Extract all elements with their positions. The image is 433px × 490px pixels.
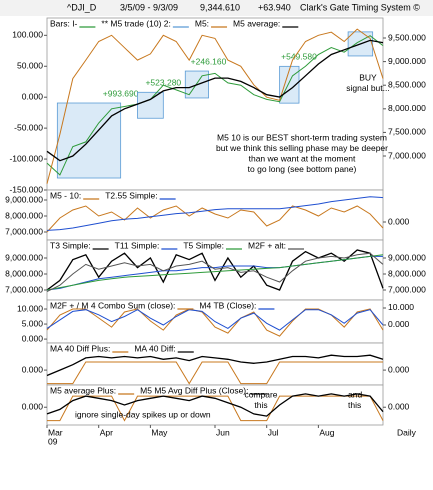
series-line [46, 249, 384, 291]
y2-tick-label: 8,000.000 [388, 103, 426, 113]
y-tick-label: 0.000 [22, 401, 44, 411]
price-change: +63.940 [258, 2, 291, 12]
trade-label: +549.580 [281, 52, 317, 62]
y2-tick-label: 0.000 [388, 216, 410, 226]
x-tick-label: Mar [48, 427, 63, 437]
annotation: signal but... [346, 83, 389, 93]
annotation: this [348, 400, 361, 410]
legend-label: M5 - 10: [50, 190, 81, 200]
annotation: but we think this selling phase may be d… [216, 143, 388, 153]
legend-label: MA 40 Diff: [134, 343, 175, 353]
legend-label: T5 Simple: [183, 240, 224, 250]
system-title: Clark's Gate Timing System © [300, 2, 420, 12]
y-tick-label: 50.000 [17, 61, 43, 71]
y2-tick-label: 8,000.000 [388, 268, 426, 278]
y-tick-label: 9,000.000 [5, 194, 43, 204]
series-line [46, 252, 384, 293]
header-bar [0, 0, 433, 16]
series-line [46, 393, 384, 417]
series-line [46, 28, 384, 184]
annotation: M5 10 is our BEST short-term trading sys… [217, 132, 387, 142]
series-line [46, 205, 384, 233]
series-line [46, 354, 384, 377]
y-tick-label: 0.000 [22, 333, 44, 343]
x-tick-label: Jun [216, 427, 230, 437]
pane-frame [46, 342, 384, 386]
y-tick-label: 8,000.000 [5, 210, 43, 220]
y2-tick-label: 9,500.000 [388, 32, 426, 42]
legend-label: T2.55 Simple: [105, 190, 157, 200]
y-tick-label: -50.000 [14, 122, 43, 132]
y-tick-label: 5.000 [22, 318, 44, 328]
y2-tick-label: 7,000.000 [388, 284, 426, 294]
x-tick-label: May [151, 427, 168, 437]
legend-label: M4 TB (Close): [199, 300, 256, 310]
series-line [47, 361, 383, 385]
date-range: 3/5/09 - 9/3/09 [120, 2, 178, 12]
x-tick-label: Apr [100, 427, 113, 437]
annotation: this [254, 400, 267, 410]
legend-label: M2F + / M 4 Combo Sum (close): [50, 300, 175, 310]
y-tick-label: -100.000 [9, 153, 43, 163]
y-tick-label: 0.000 [22, 91, 44, 101]
y2-tick-label: 8,500.000 [388, 79, 426, 89]
y2-tick-label: 9,000.000 [388, 252, 426, 262]
legend-label: M5 average Plus: [50, 385, 116, 395]
y2-tick-label: 0.000 [388, 364, 410, 374]
y2-tick-label: 10.000 [388, 302, 414, 312]
legend-label: T11 Simple: [115, 240, 160, 250]
y-tick-label: 0.000 [22, 364, 44, 374]
y2-tick-label: 7,500.000 [388, 127, 426, 137]
trade-label: +993.690 [103, 88, 139, 98]
series-line [47, 395, 384, 422]
legend-label: M5: [195, 18, 209, 28]
legend-label: Bars: I- [50, 18, 78, 28]
y-tick-label: 8,000.000 [5, 268, 43, 278]
y-tick-label: -150.000 [9, 184, 43, 194]
y-tick-label: 7,000.000 [5, 284, 43, 294]
series-line [46, 309, 384, 331]
y-tick-label: 7,000.000 [5, 226, 43, 236]
y-tick-label: 10.000 [17, 303, 43, 313]
pane-frame [46, 239, 384, 301]
legend-label: MA 40 Diff Plus: [50, 343, 110, 353]
legend-label: M5 M5 Avg Diff Plus (Close): [140, 385, 248, 395]
legend-label: M5 average: [233, 18, 280, 28]
legend-label: ** M5 trade (10) 2: [101, 18, 170, 28]
annotation: compare [244, 389, 277, 399]
pane-frame [46, 384, 384, 426]
series-line [46, 254, 384, 291]
y2-tick-label: 0.000 [388, 319, 410, 329]
series-line [46, 196, 384, 231]
x-year-label: 09 [48, 436, 58, 446]
x-tick-label: Jul [268, 427, 279, 437]
trade-label: +246.160 [191, 56, 227, 66]
last-price: 9,344.610 [200, 2, 240, 12]
annotation: than we want at the moment [249, 153, 356, 163]
y2-tick-label: 9,000.000 [388, 56, 426, 66]
series-line [46, 35, 384, 176]
annotation: BUY [359, 72, 377, 82]
legend-label: M2F + alt: [248, 240, 286, 250]
symbol: ^DJI_D [67, 2, 97, 12]
trade-label: +523.280 [145, 78, 181, 88]
legend-label: T3 Simple: [50, 240, 91, 250]
annotation: to go long (see bottom pane) [248, 164, 357, 174]
y2-tick-label: 0.000 [388, 401, 410, 411]
annotation: and [348, 389, 362, 399]
y-tick-label: 9,000.000 [5, 252, 43, 262]
x-tick-label: Aug [319, 427, 334, 437]
series-line [46, 39, 384, 162]
x-period-label: Daily [397, 427, 417, 437]
y2-tick-label: 7,000.000 [388, 150, 426, 160]
annotation: ignore single-day spikes up or down [75, 409, 211, 419]
trade-box [137, 91, 164, 119]
y-tick-label: 100.000 [12, 30, 43, 40]
